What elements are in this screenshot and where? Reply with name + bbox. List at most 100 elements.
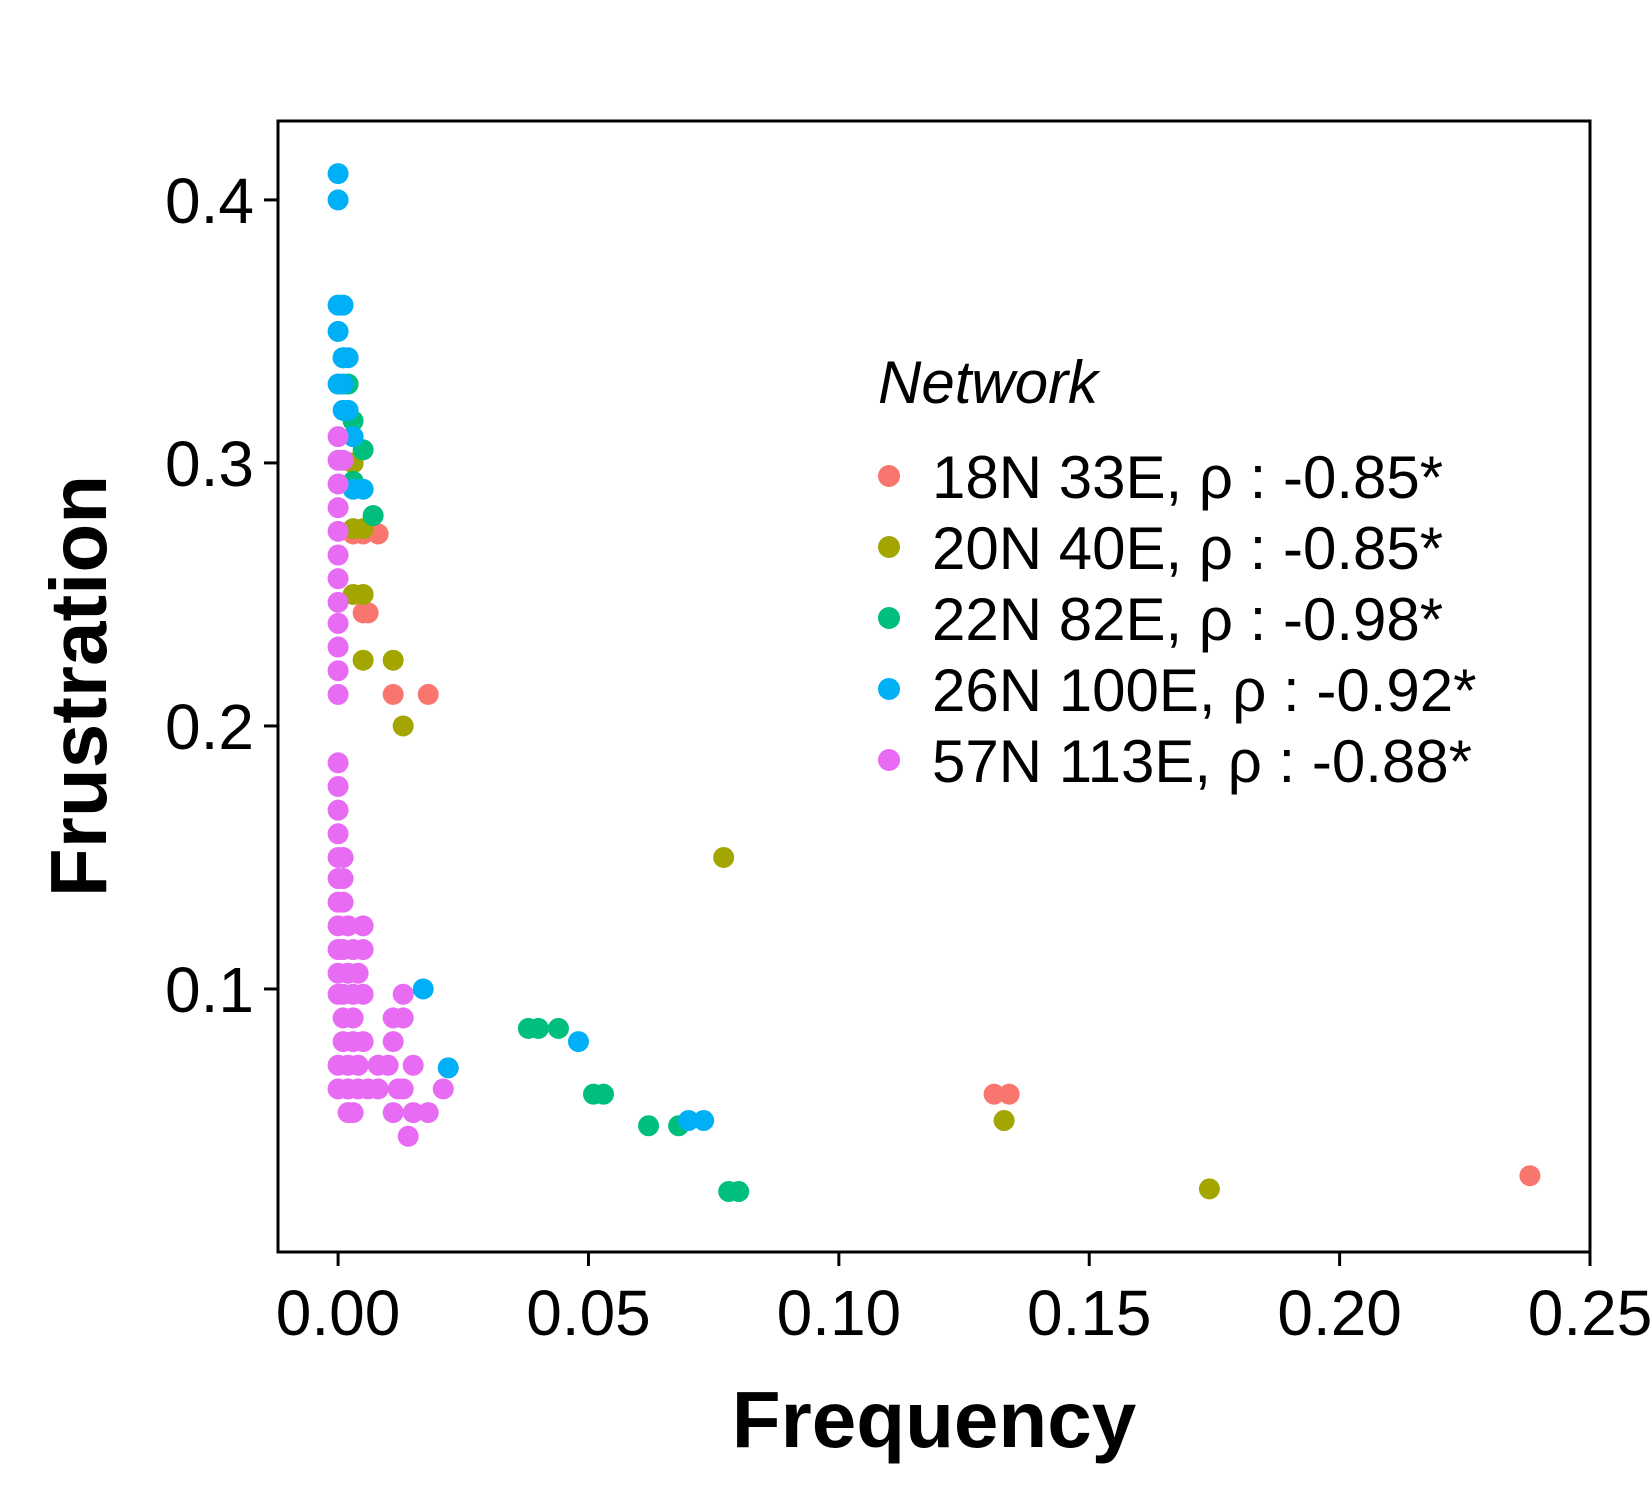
x-tick-label: 0.15: [1027, 1277, 1152, 1349]
data-point: [693, 1109, 715, 1131]
data-point: [382, 1102, 404, 1124]
data-point: [327, 544, 349, 566]
series-points: [327, 163, 715, 1131]
legend-label: 57N 113E, ρ : -0.88*: [932, 728, 1472, 795]
data-point: [678, 1109, 700, 1131]
data-point: [327, 612, 349, 634]
data-point: [352, 915, 374, 937]
data-point: [327, 799, 349, 821]
data-point: [327, 752, 349, 774]
series-points: [327, 426, 454, 1147]
legend-key: [878, 536, 900, 558]
data-point: [337, 347, 359, 369]
data-point: [382, 1031, 404, 1053]
series-points: [332, 347, 750, 1203]
data-point: [412, 978, 434, 1000]
legend-key: [878, 749, 900, 771]
data-point: [367, 1078, 389, 1100]
y-tick-label: 0.1: [165, 954, 254, 1026]
data-point: [327, 636, 349, 658]
data-point: [332, 891, 354, 913]
data-point: [332, 846, 354, 868]
x-tick-label: 0.10: [777, 1277, 902, 1349]
data-point: [983, 1083, 1005, 1105]
legend-label: 18N 33E, ρ : -0.85*: [932, 444, 1443, 511]
data-point: [327, 520, 349, 542]
data-point: [327, 320, 349, 342]
data-point: [728, 1181, 750, 1203]
y-tick-label: 0.3: [165, 428, 254, 500]
data-point: [327, 823, 349, 845]
data-point: [567, 1031, 589, 1053]
data-point: [342, 1007, 364, 1029]
data-point: [327, 497, 349, 519]
data-point: [327, 591, 349, 613]
series-points: [342, 452, 1220, 1200]
data-point: [352, 583, 374, 605]
data-point: [337, 399, 359, 421]
legend-title: Network: [878, 349, 1101, 416]
data-point: [332, 294, 354, 316]
data-point: [327, 426, 349, 448]
data-point: [342, 426, 364, 448]
data-point: [337, 915, 359, 937]
data-point: [382, 683, 404, 705]
data-point: [417, 1102, 439, 1124]
data-point: [327, 683, 349, 705]
data-point: [332, 449, 354, 471]
data-point: [432, 1078, 454, 1100]
data-point: [392, 1007, 414, 1029]
x-tick-label: 0.20: [1277, 1277, 1402, 1349]
data-point: [342, 1102, 364, 1124]
x-tick-label: 0.05: [526, 1277, 651, 1349]
y-axis-ticks: 0.1 0.2 0.3 0.4: [165, 165, 278, 1026]
data-points: [327, 163, 1541, 1203]
data-point: [377, 1054, 399, 1076]
data-point: [352, 939, 374, 961]
legend-key: [878, 678, 900, 700]
legend-label: 20N 40E, ρ : -0.85*: [932, 515, 1443, 582]
legend-label: 22N 82E, ρ : -0.98*: [932, 586, 1443, 653]
data-point: [993, 1109, 1015, 1131]
legend-key: [878, 465, 900, 487]
data-point: [1519, 1165, 1541, 1187]
data-point: [352, 1031, 374, 1053]
data-point: [327, 163, 349, 185]
x-axis-ticks: 0.00 0.05 0.10 0.15 0.20 0.25: [276, 1252, 1650, 1349]
data-point: [327, 568, 349, 590]
data-point: [437, 1057, 459, 1079]
data-point: [362, 505, 384, 527]
y-tick-label: 0.4: [165, 165, 254, 237]
y-axis-title: Frustration: [34, 475, 123, 897]
data-point: [347, 962, 369, 984]
x-tick-label: 0.00: [276, 1277, 401, 1349]
data-point: [402, 1054, 424, 1076]
data-point: [397, 1125, 419, 1147]
data-point: [327, 660, 349, 682]
data-point: [357, 602, 379, 624]
data-point: [352, 983, 374, 1005]
data-point: [347, 1054, 369, 1076]
data-point: [417, 683, 439, 705]
plot-panel: [276, 119, 1592, 1254]
x-axis-title: Frequency: [732, 1375, 1137, 1464]
legend: Network 18N 33E, ρ : -0.85*20N 40E, ρ : …: [878, 349, 1476, 795]
data-point: [352, 649, 374, 671]
data-point: [327, 189, 349, 211]
data-point: [998, 1083, 1020, 1105]
data-point: [1198, 1178, 1220, 1200]
data-point: [713, 846, 735, 868]
data-point: [327, 775, 349, 797]
data-point: [547, 1017, 569, 1039]
data-point: [382, 649, 404, 671]
data-point: [592, 1083, 614, 1105]
data-point: [392, 1078, 414, 1100]
legend-label: 26N 100E, ρ : -0.92*: [932, 657, 1476, 724]
data-point: [638, 1115, 660, 1137]
data-point: [527, 1017, 549, 1039]
y-tick-label: 0.2: [165, 691, 254, 763]
data-point: [327, 473, 349, 495]
data-point: [332, 868, 354, 890]
data-point: [402, 1102, 424, 1124]
